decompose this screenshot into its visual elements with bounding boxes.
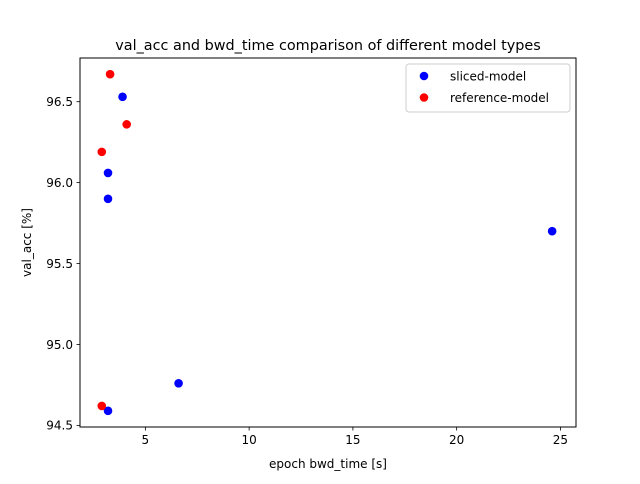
y-tick-label: 96.5 bbox=[46, 95, 73, 109]
y-axis: 94.5 95.0 95.5 96.0 96.5 bbox=[46, 95, 80, 433]
sliced-model-point bbox=[174, 379, 183, 388]
reference-model-point bbox=[122, 120, 131, 129]
plot-area-frame bbox=[79, 57, 577, 428]
legend: sliced-model reference-model bbox=[405, 63, 571, 113]
x-tick-label: 20 bbox=[449, 433, 464, 447]
y-tick-label: 96.0 bbox=[46, 176, 73, 190]
x-axis-label: epoch bwd_time [s] bbox=[269, 457, 387, 471]
legend-label-sliced-model: sliced-model bbox=[450, 69, 526, 83]
x-tick-label: 5 bbox=[142, 433, 150, 447]
x-tick-label: 25 bbox=[553, 433, 568, 447]
y-tick-label: 95.0 bbox=[46, 338, 73, 352]
sliced-model-point bbox=[118, 92, 127, 102]
data-points bbox=[97, 69, 557, 416]
reference-model-point bbox=[105, 69, 115, 79]
x-axis: 5 10 15 20 25 bbox=[142, 427, 568, 447]
legend-marker-sliced-model bbox=[419, 71, 429, 81]
x-tick-label: 10 bbox=[241, 433, 256, 447]
x-tick-label: 15 bbox=[345, 433, 360, 447]
y-tick-label: 94.5 bbox=[46, 419, 73, 433]
legend-box bbox=[405, 63, 571, 113]
reference-model-point bbox=[97, 401, 107, 411]
chart-title: val_acc and bwd_time comparison of diffe… bbox=[115, 38, 540, 54]
sliced-model-point bbox=[103, 406, 113, 416]
sliced-model-point bbox=[103, 194, 113, 204]
y-axis-label: val_acc [%] bbox=[20, 208, 34, 277]
sliced-model-point bbox=[547, 226, 557, 236]
legend-marker-reference-model bbox=[419, 93, 429, 102]
legend-label-reference-model: reference-model bbox=[450, 91, 549, 105]
reference-model-point bbox=[97, 147, 107, 157]
y-tick-label: 95.5 bbox=[46, 257, 73, 271]
sliced-model-point bbox=[103, 168, 113, 178]
